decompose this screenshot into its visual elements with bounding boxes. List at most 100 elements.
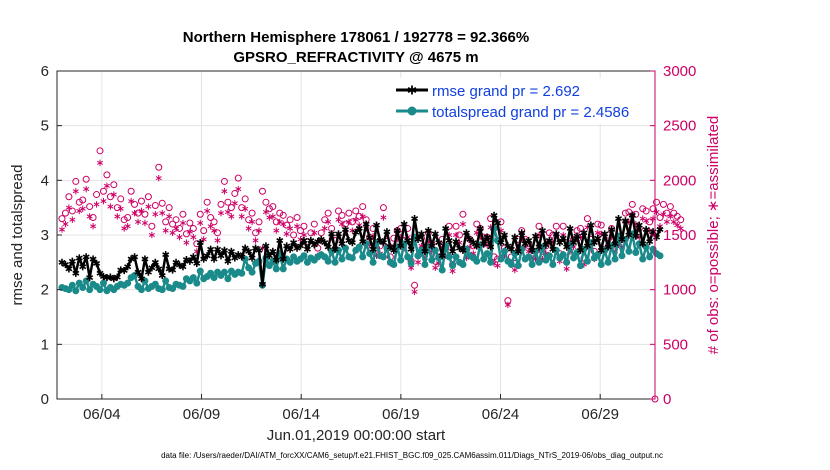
point-totalspread (279, 265, 287, 273)
point-rmse (397, 242, 405, 250)
legend-marker-rmse (407, 85, 417, 95)
point-totalspread (390, 261, 398, 269)
point-rmse (158, 271, 166, 280)
point-rmse (334, 230, 343, 238)
point-possible (131, 200, 139, 208)
point-possible (663, 209, 671, 217)
point-rmse (466, 235, 474, 243)
point-totalspread (597, 261, 605, 269)
point-rmse (373, 221, 381, 229)
point-rmse (79, 263, 87, 271)
point-totalspread (68, 281, 76, 289)
point-rmse (169, 266, 177, 274)
point-rmse (310, 241, 318, 249)
axes: 06/04 06/09 06/14 06/19 06/24 06/29 0 1 2 3 4 5 6 0 50… (41, 63, 697, 423)
point-assimilated (221, 188, 228, 195)
point-rmse (231, 254, 239, 262)
point-possible (272, 218, 280, 226)
point-possible (89, 214, 97, 222)
point-possible (255, 218, 263, 226)
point-rmse (220, 246, 228, 254)
point-rmse (404, 236, 412, 245)
point-possible (72, 177, 80, 185)
point-rmse (411, 215, 419, 223)
point-assimilated (169, 229, 176, 237)
point-totalspread (459, 261, 467, 269)
legend-marker-totalspread (407, 106, 417, 116)
point-possible (359, 203, 367, 211)
point-totalspread (473, 257, 481, 265)
point-totalspread (487, 258, 495, 266)
point-possible (224, 198, 232, 206)
point-possible (324, 209, 332, 217)
point-assimilated (124, 223, 131, 230)
point-possible (103, 171, 111, 179)
point-rmse (151, 258, 159, 266)
point-totalspread (632, 248, 640, 256)
point-possible (677, 216, 685, 224)
point-rmse (483, 233, 491, 241)
point-rmse (362, 220, 370, 228)
point-rmse (511, 233, 519, 241)
point-possible (248, 209, 256, 217)
point-assimilated (79, 205, 86, 212)
point-possible (293, 214, 301, 222)
point-rmse (628, 211, 636, 219)
point-totalspread (158, 286, 166, 294)
point-rmse (552, 230, 560, 238)
point-possible (310, 220, 318, 228)
point-assimilated (141, 219, 148, 227)
point-possible (137, 197, 145, 205)
point-possible (583, 215, 591, 223)
point-rmse (134, 268, 142, 276)
point-rmse (521, 240, 529, 248)
y-tick-label-right: 500 (663, 336, 688, 353)
point-rmse (601, 230, 609, 238)
point-possible (227, 204, 235, 212)
point-assimilated (511, 266, 518, 274)
point-rmse (635, 221, 643, 229)
x-tick-label: 06/09 (183, 406, 221, 423)
point-totalspread (162, 277, 170, 285)
point-assimilated (674, 221, 681, 229)
point-rmse (113, 273, 121, 281)
point-possible (220, 177, 228, 185)
point-assimilated (107, 203, 114, 210)
point-possible (162, 218, 170, 226)
chart-title-line1: Northern Hemisphere 178061 / 192778 = 92… (183, 29, 529, 46)
point-rmse (587, 221, 595, 229)
point-possible (459, 210, 467, 218)
point-possible (245, 216, 253, 224)
point-rmse (210, 255, 218, 263)
point-possible (279, 211, 287, 219)
point-rmse (276, 236, 284, 245)
point-possible (552, 222, 560, 230)
point-possible (335, 207, 343, 215)
point-rmse (269, 247, 277, 255)
point-possible (110, 181, 118, 189)
point-possible (656, 214, 664, 222)
point-possible (452, 222, 460, 230)
point-possible (379, 204, 387, 212)
point-possible (646, 218, 654, 226)
point-possible (594, 220, 602, 228)
point-totalspread (545, 252, 553, 260)
point-rmse (621, 217, 629, 225)
point-assimilated (414, 259, 422, 266)
point-totalspread (480, 255, 488, 263)
point-rmse (514, 247, 522, 255)
point-totalspread (559, 251, 567, 259)
point-possible (352, 207, 360, 215)
point-rmse (545, 236, 553, 245)
point-rmse (148, 264, 156, 272)
point-totalspread (525, 253, 533, 261)
point-assimilated (69, 216, 76, 223)
point-totalspread (224, 275, 232, 283)
point-rmse (137, 275, 146, 283)
point-rmse (462, 229, 470, 237)
point-rmse (241, 244, 249, 252)
point-assimilated (224, 208, 231, 216)
point-assimilated (152, 211, 159, 218)
point-totalspread (618, 252, 626, 260)
